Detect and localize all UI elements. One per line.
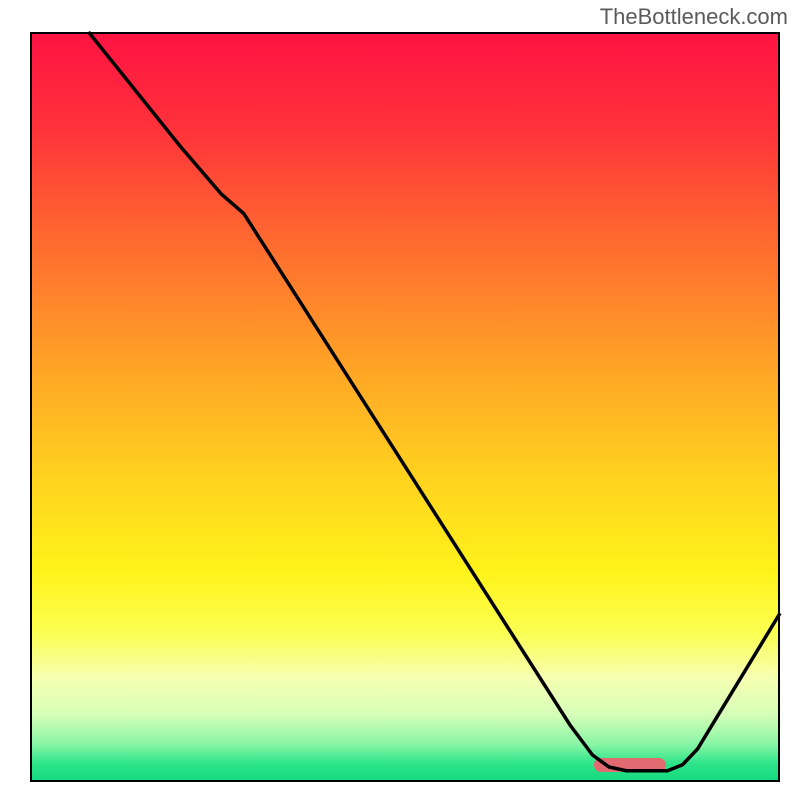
bottleneck-curve	[30, 32, 780, 782]
plot-area	[30, 32, 780, 782]
curve-path	[89, 32, 781, 771]
bottleneck-chart: TheBottleneck.com	[0, 0, 800, 800]
attribution-text: TheBottleneck.com	[600, 4, 788, 30]
